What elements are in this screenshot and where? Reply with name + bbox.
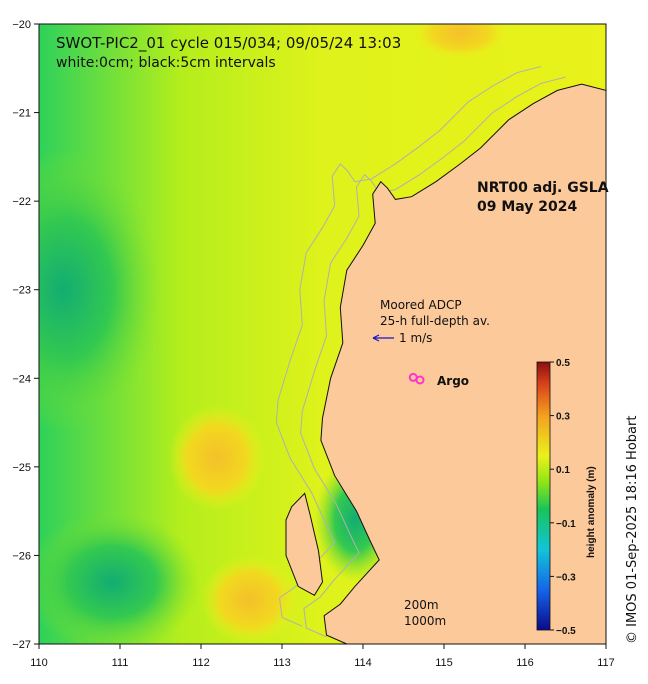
y-tick-label: −24	[12, 373, 31, 385]
australia-land	[320, 24, 606, 644]
colorbar-tick-label: −0.3	[556, 572, 576, 583]
x-tick-label: 117	[597, 657, 615, 669]
adcp-label-line2: 25-h full-depth av.	[380, 314, 490, 328]
anomaly-high-4	[201, 555, 299, 644]
anomaly-high-3	[168, 404, 266, 512]
peninsula-land	[285, 492, 324, 596]
x-tick-label: 111	[112, 657, 129, 669]
map-title: SWOT-PIC2_01 cycle 015/034; 09/05/24 13:…	[56, 34, 401, 53]
x-tick-label: 112	[192, 657, 210, 669]
adcp-label-line1: Moored ADCP	[380, 298, 462, 312]
y-tick-label: −26	[12, 550, 31, 562]
y-tick-label: −27	[12, 639, 31, 651]
product-label-line2: 09 May 2024	[477, 199, 578, 215]
y-tick-label: −21	[12, 108, 31, 120]
colorbar-tick-label: 0.5	[556, 358, 570, 369]
vector-scale-arrow	[372, 334, 394, 342]
colorbar-ticks: 0.5 0.3 0.1 −0.1 −0.3 −0.5	[550, 358, 576, 637]
anomaly-low-1	[39, 511, 201, 644]
y-tick-label: −25	[12, 462, 31, 474]
map-field	[39, 24, 606, 644]
anomaly-blobs	[39, 24, 509, 644]
isobath-200m	[300, 76, 566, 638]
credit-text: © IMOS 01-Sep-2025 18:16 Hobart	[625, 416, 640, 644]
colorbar: 0.5 0.3 0.1 −0.1 −0.3 −0.5 height anomaly (m)	[536, 358, 597, 637]
anomaly-low-0	[39, 148, 161, 432]
colorbar-title: height anomaly (m)	[586, 466, 597, 558]
depth-label-200m: 200m	[404, 598, 439, 612]
map-subtitle: white:0cm; black:5cm intervals	[56, 55, 276, 71]
y-tick-label: −23	[12, 285, 31, 297]
y-axis: −20 −21 −22 −23 −24 −25 −26 −27	[12, 19, 39, 651]
isobath-1000m	[275, 66, 542, 627]
colorbar-tick-label: −0.5	[556, 626, 576, 637]
x-tick-label: 116	[516, 657, 534, 669]
argo-legend-marker	[415, 375, 425, 385]
argo-legend-label: Argo	[437, 374, 469, 388]
colorbar-tick-label: −0.1	[556, 519, 576, 530]
colorbar-ramp	[536, 361, 551, 631]
x-tick-label: 110	[30, 657, 48, 669]
x-axis: 110 111 112 113 114 115 116 117	[30, 644, 615, 669]
colorbar-tick-label: 0.3	[556, 412, 570, 423]
x-tick-label: 113	[273, 657, 291, 669]
plot-frame	[38, 23, 607, 645]
anomaly-high-5	[411, 24, 509, 60]
vector-scale-label: 1 m/s	[399, 331, 432, 345]
x-tick-label: 114	[354, 657, 372, 669]
product-label-line1: NRT00 adj. GSLA	[477, 180, 609, 196]
colorbar-tick-label: 0.1	[556, 465, 570, 476]
x-tick-label: 115	[435, 657, 453, 669]
y-tick-label: −22	[12, 196, 31, 208]
depth-label-1000m: 1000m	[404, 614, 446, 628]
y-tick-label: −20	[12, 19, 31, 31]
